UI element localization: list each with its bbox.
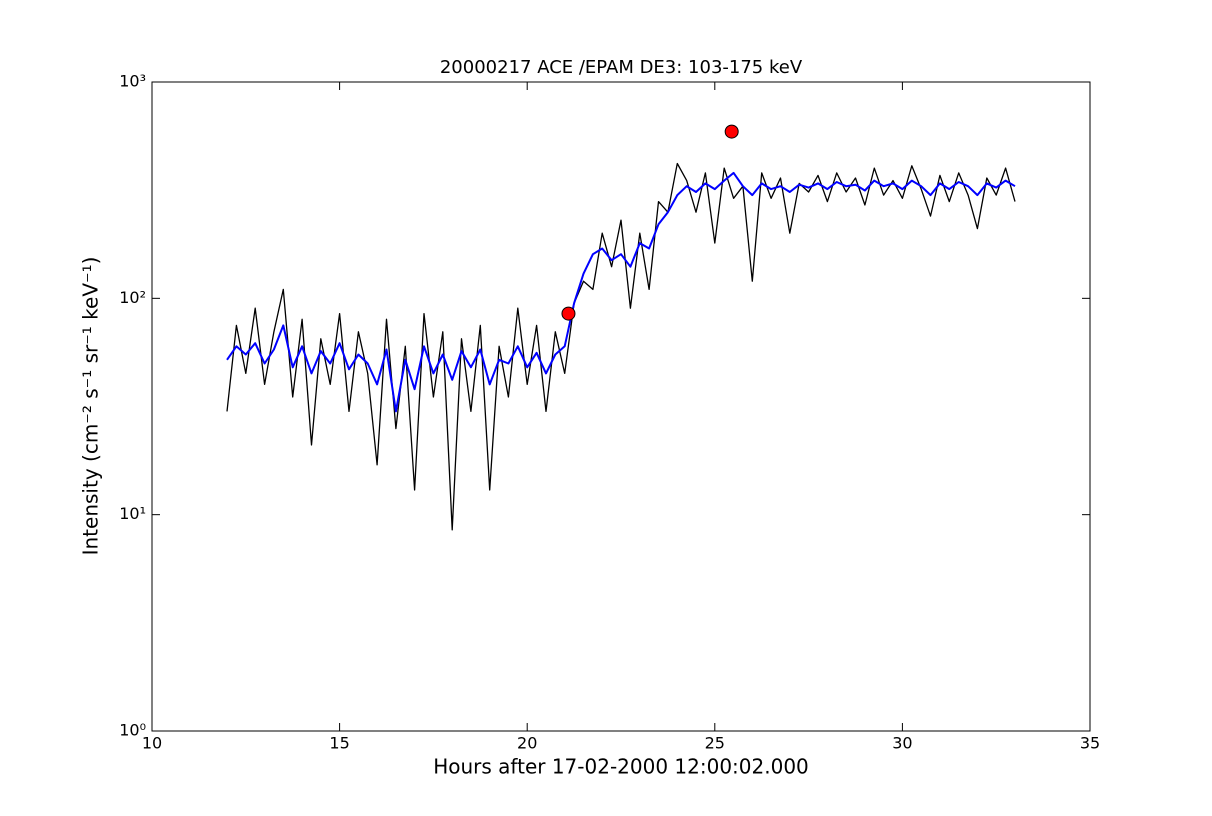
y-tick-label: 10³: [119, 72, 146, 91]
y-tick-label: 10⁰: [119, 721, 146, 740]
plot-frame: [151, 81, 1091, 732]
series-line: [226, 171, 1016, 413]
x-tick-label: 20: [517, 734, 537, 753]
x-tick-label: 35: [1080, 734, 1100, 753]
chart-title: 20000217 ACE /EPAM DE3: 103-175 keV: [440, 57, 803, 78]
marker-point: [561, 306, 576, 321]
y-tick-label: 10²: [119, 288, 146, 307]
x-tick-label: 10: [142, 734, 162, 753]
x-tick-label: 30: [892, 734, 912, 753]
x-axis-label: Hours after 17-02-2000 12:00:02.000: [433, 755, 809, 779]
y-tick-label: 10¹: [119, 504, 146, 523]
series-line: [226, 162, 1016, 531]
marker-point: [724, 124, 739, 139]
y-axis-label: Intensity (cm⁻² s⁻¹ sr⁻¹ keV⁻¹): [79, 257, 103, 556]
x-tick-label: 15: [329, 734, 349, 753]
x-tick-label: 25: [705, 734, 725, 753]
